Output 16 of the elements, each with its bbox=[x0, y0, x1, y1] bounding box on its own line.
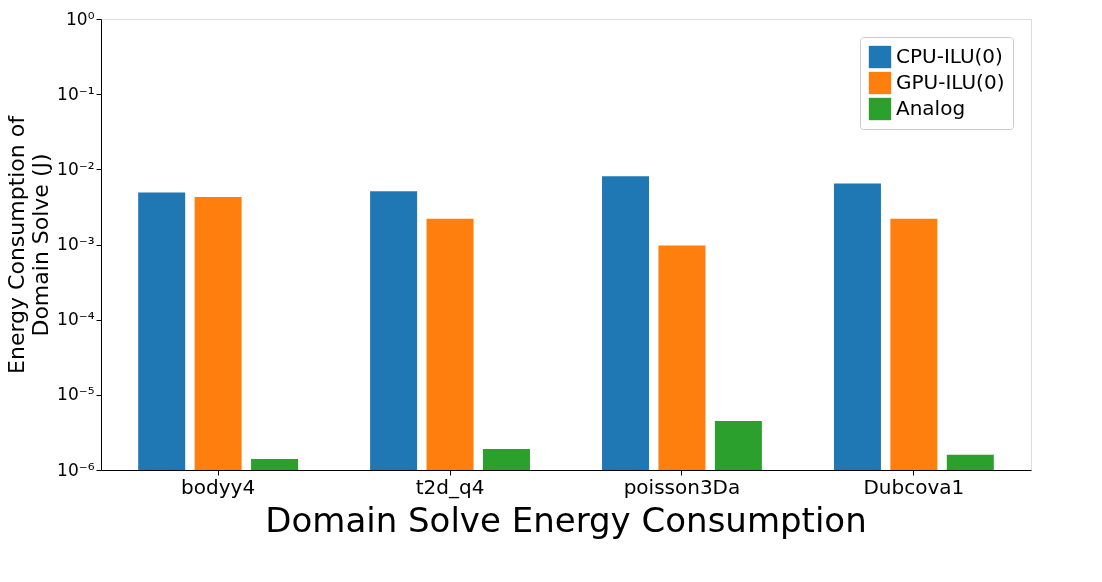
legend-label: CPU-ILU(0) bbox=[896, 44, 1003, 68]
x-tick-label: bodyy4 bbox=[181, 474, 256, 499]
x-tick-label: poisson3Da bbox=[623, 474, 741, 499]
legend-label: Analog bbox=[896, 96, 966, 120]
y-tick-label: 10⁻³ bbox=[57, 234, 95, 254]
x-tick-label: t2d_q4 bbox=[415, 474, 485, 499]
y-tick-label: 10⁻⁶ bbox=[57, 459, 95, 480]
y-tick-label: 10⁻¹ bbox=[57, 83, 95, 104]
y-tick-label: 10⁻⁵ bbox=[57, 384, 95, 405]
y-axis-title: Energy Consumption of Domain Solve (J) bbox=[4, 114, 54, 374]
legend-label: GPU-ILU(0) bbox=[896, 70, 1005, 94]
y-tick-label: 10⁻² bbox=[57, 158, 95, 179]
y-tick-label: 10⁰ bbox=[66, 8, 95, 29]
x-tick-label: Dubcova1 bbox=[863, 474, 965, 499]
text: Domain Solve Energy Consumption bbox=[265, 500, 867, 540]
y-tick-label: 10⁻⁴ bbox=[57, 309, 95, 330]
